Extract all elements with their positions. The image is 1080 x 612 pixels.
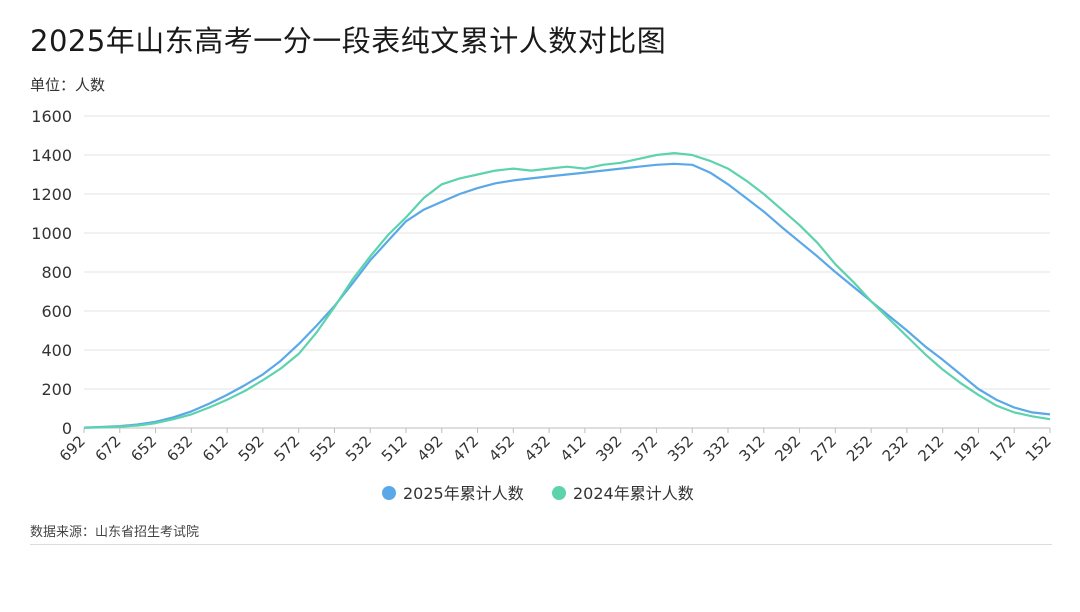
y-tick-label: 800 — [41, 263, 72, 282]
footer-divider — [30, 544, 1052, 545]
x-tick-label: 392 — [593, 432, 626, 465]
x-tick-label: 312 — [736, 432, 769, 465]
legend: 2025年累计人数 2024年累计人数 — [382, 484, 694, 503]
x-tick-label: 272 — [807, 432, 840, 465]
x-tick-label: 612 — [199, 432, 232, 465]
y-axis-unit-label: 单位：人数 — [30, 76, 106, 94]
x-tick-label: 572 — [271, 432, 304, 465]
x-tick-label: 532 — [342, 432, 375, 465]
series-line-2 — [83, 152, 1051, 429]
x-tick-label: 152 — [1022, 432, 1055, 465]
x-tick-label: 212 — [915, 432, 948, 465]
x-tick-label: 552 — [306, 432, 339, 465]
y-tick-label: 600 — [41, 302, 72, 321]
x-tick-label: 672 — [92, 432, 125, 465]
legend-marker — [552, 486, 566, 500]
x-tick-label: 412 — [557, 432, 590, 465]
x-tick-label: 172 — [986, 432, 1019, 465]
x-tick-label: 372 — [628, 432, 661, 465]
x-tick-label: 432 — [521, 432, 554, 465]
grid-lines — [84, 115, 1050, 429]
x-tick-label: 292 — [771, 432, 804, 465]
y-tick-label: 1600 — [31, 107, 72, 126]
chart-title: 2025年山东高考一分一段表纯文累计人数对比图 — [30, 24, 667, 58]
y-tick-label: 400 — [41, 341, 72, 360]
series-lines — [83, 152, 1051, 429]
y-tick-label: 1400 — [31, 146, 72, 165]
x-tick-label: 692 — [56, 432, 89, 465]
x-tick-label: 632 — [163, 432, 196, 465]
y-tick-label: 200 — [41, 380, 72, 399]
series-line-1 — [83, 162, 1051, 429]
legend-marker — [382, 486, 396, 500]
y-tick-label: 0 — [62, 419, 72, 438]
x-tick-label: 512 — [378, 432, 411, 465]
x-tick-label: 332 — [700, 432, 733, 465]
y-tick-labels: 0 200 400 600 800 1000 1200 1400 1600 — [31, 107, 72, 438]
x-tick-label: 492 — [414, 432, 447, 465]
x-tick-label: 592 — [235, 432, 268, 465]
x-tick-label: 452 — [485, 432, 518, 465]
legend-label: 2025年累计人数 — [403, 484, 524, 503]
x-tick-label: 652 — [127, 432, 160, 465]
x-tick-label: 252 — [843, 432, 876, 465]
y-tick-label: 1200 — [31, 185, 72, 204]
y-tick-label: 1000 — [31, 224, 72, 243]
x-tick-label: 232 — [879, 432, 912, 465]
x-tick-labels: 692 672 652 632 612 592 572 552 532 512 492 472 452 4… — [56, 428, 1055, 465]
legend-label: 2024年累计人数 — [573, 484, 694, 503]
data-source-note: 数据来源：山东省招生考试院 — [30, 525, 200, 540]
x-tick-label: 192 — [950, 432, 983, 465]
x-tick-label: 472 — [449, 432, 482, 465]
x-tick-label: 352 — [664, 432, 697, 465]
